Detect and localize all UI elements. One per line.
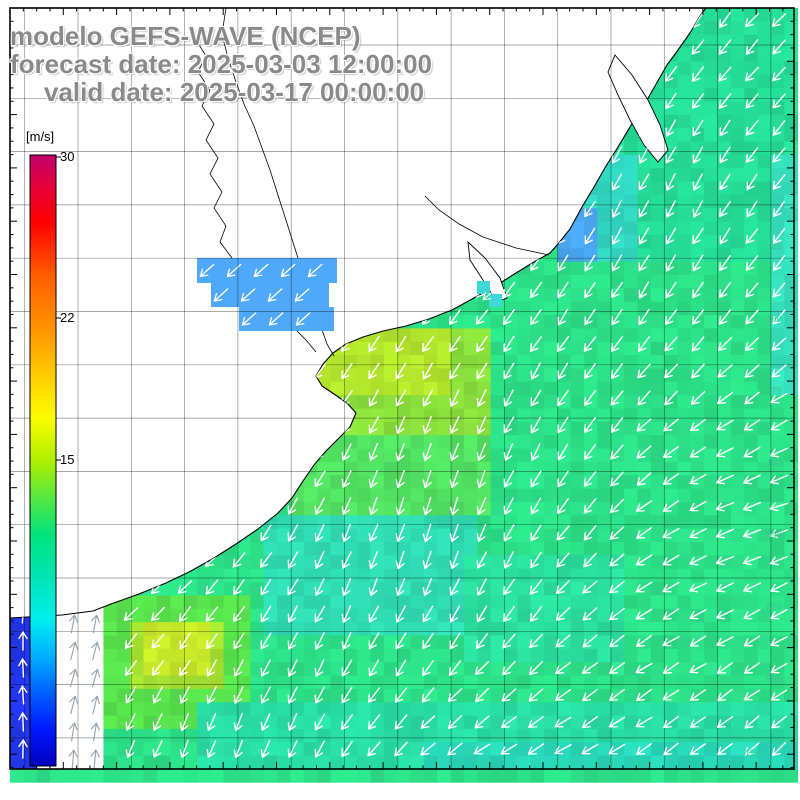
colorbar bbox=[29, 154, 61, 767]
inland-arrows-layer bbox=[68, 614, 101, 769]
svg-text:535: 535 bbox=[766, 674, 782, 685]
map-frame-ticks bbox=[9, 7, 795, 770]
svg-text:475: 475 bbox=[766, 386, 782, 397]
river-estuary-cells bbox=[197, 258, 502, 331]
latlon-grid bbox=[10, 8, 794, 769]
colorbar-tick-label-22: 22 bbox=[60, 310, 75, 325]
svg-text:490: 490 bbox=[766, 458, 782, 469]
svg-text:505: 505 bbox=[766, 530, 782, 541]
title-forecast-date: forecast date: 2025-03-03 12:00:00 bbox=[10, 49, 433, 79]
colorbar-unit-label: [m/s] bbox=[26, 129, 55, 144]
svg-text:460: 460 bbox=[766, 314, 782, 325]
colorbar-tick-label-30: 30 bbox=[60, 149, 75, 164]
land-coastline bbox=[9, 7, 707, 619]
edge-value-labels: 445 460 475 490 505 520 535 415 bbox=[744, 242, 782, 759]
title-block: modelo GEFS-WAVE (NCEP) forecast date: 2… bbox=[10, 22, 432, 106]
svg-text:445: 445 bbox=[766, 242, 782, 253]
svg-text:415: 415 bbox=[744, 748, 760, 759]
title-model-name: modelo GEFS-WAVE (NCEP) bbox=[10, 21, 361, 51]
svg-text:520: 520 bbox=[766, 602, 782, 613]
colorbar-tick-label-15: 15 bbox=[60, 452, 75, 467]
title-valid-date: valid date: 2025-03-17 00:00:00 bbox=[44, 77, 425, 107]
